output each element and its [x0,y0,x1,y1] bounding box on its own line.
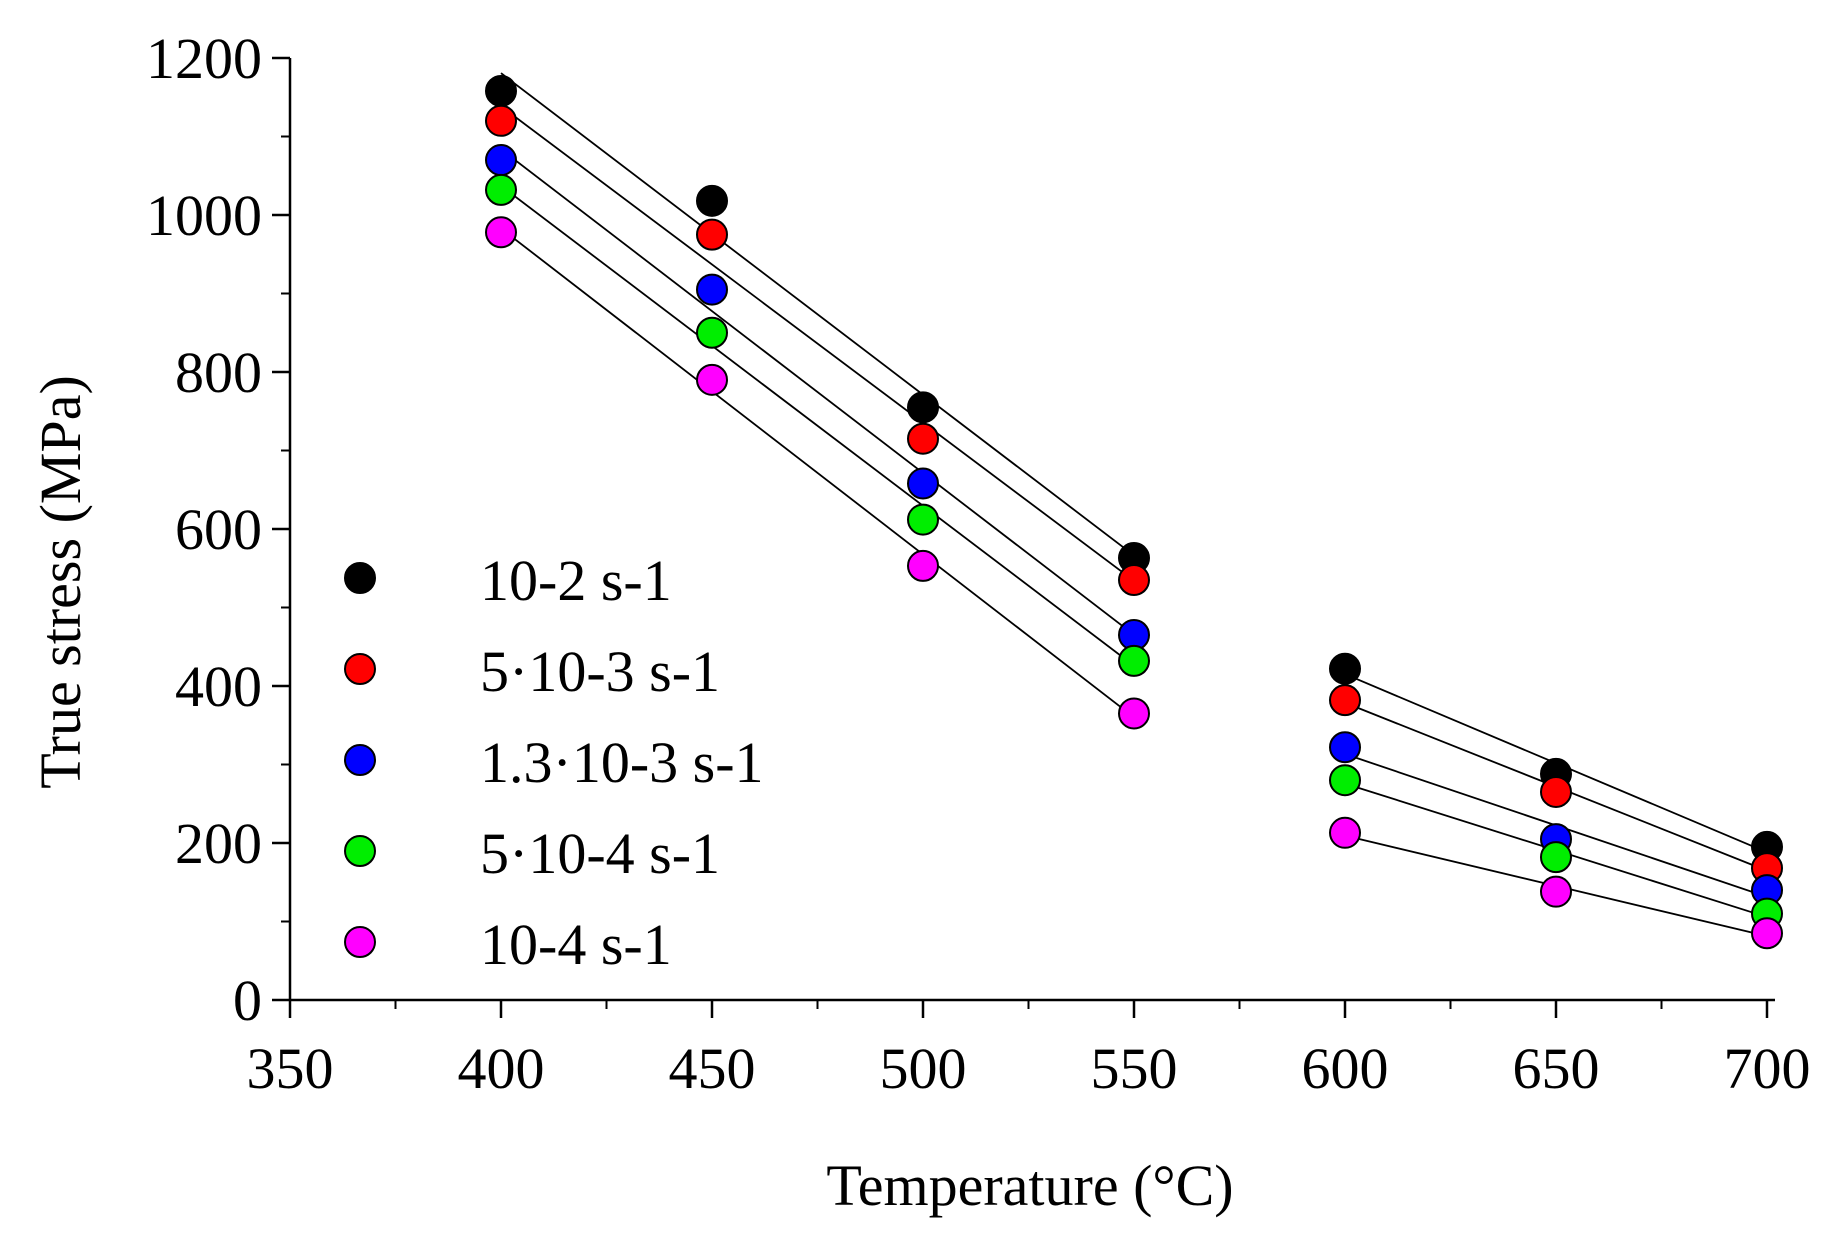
data-point [1751,917,1783,950]
x-tick-label: 450 [669,1036,756,1101]
legend-marker [344,835,376,867]
data-point [696,273,728,306]
data-point [1540,875,1572,908]
legend-label: 10-2 s-1 [480,548,672,613]
legend-label: 5·10-3 s-1 [480,639,720,704]
fit-line [500,105,1135,582]
legend-label: 1.3·10-3 s-1 [480,730,764,795]
y-tick-label: 600 [175,497,262,562]
data-point [696,184,728,217]
y-tick-label: 200 [175,811,262,876]
ticks: 0 200 400 600 800 1000 1200 350 400 450 500 550 600 6… [146,26,1811,1101]
y-tick-label: 0 [233,968,262,1033]
x-axis-title: Temperature (°C) [826,1153,1233,1218]
data-point [696,218,728,251]
data-point [1540,775,1572,808]
data-point [1118,564,1150,597]
y-tick-label: 800 [175,340,262,405]
legend-marker [344,926,376,958]
data-point [1118,644,1150,677]
data-point [1329,652,1361,685]
data-point [1329,684,1361,717]
y-tick-label: 1000 [146,183,262,248]
data-point [696,316,728,349]
fit-line [500,227,1135,719]
data-point [907,422,939,455]
y-tick-label: 1200 [146,26,262,91]
data-point [485,173,517,206]
data-point [696,363,728,396]
data-point [1540,841,1572,874]
fit-line [500,185,1135,667]
data-point [907,391,939,424]
x-tick-label: 600 [1302,1036,1389,1101]
x-tick-label: 650 [1513,1036,1600,1101]
data-point [485,104,517,137]
data-point [1118,697,1150,730]
x-tick-label: 700 [1724,1036,1811,1101]
x-tick-label: 400 [458,1036,545,1101]
fit-line [500,148,1135,636]
fit-line [500,72,1135,557]
legend-marker [344,562,376,594]
legend-marker [344,653,376,685]
x-tick-label: 500 [880,1036,967,1101]
x-tick-label: 350 [247,1036,334,1101]
data-point [1329,731,1361,764]
legend: 10-2 s-1 5·10-3 s-1 1.3·10-3 s-1 5·10-4 s-1… [344,548,764,977]
legend-marker [344,744,376,776]
data-point [485,216,517,249]
x-tick-label: 550 [1091,1036,1178,1101]
data-point [1329,816,1361,849]
legend-label: 10-4 s-1 [480,912,672,977]
data-point [907,549,939,582]
data-point [907,503,939,536]
y-tick-label: 400 [175,654,262,719]
data-point [485,74,517,107]
y-axis-title: True stress (MPa) [28,375,93,789]
data-point [485,144,517,177]
data-points [485,74,1783,950]
data-point [1329,764,1361,797]
legend-label: 5·10-4 s-1 [480,821,720,886]
data-point [907,467,939,500]
fit-lines [500,72,1768,938]
